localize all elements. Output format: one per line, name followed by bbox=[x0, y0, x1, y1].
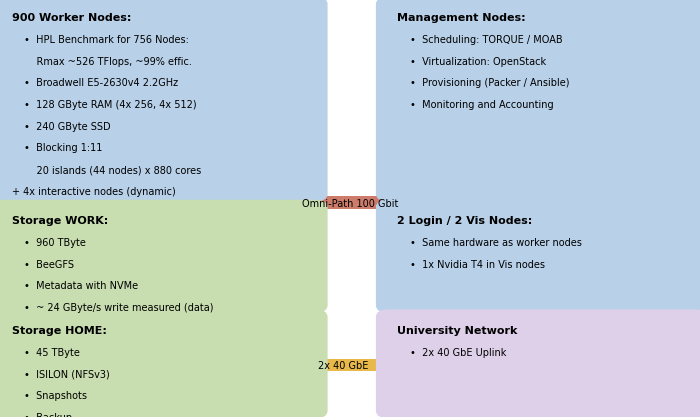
FancyBboxPatch shape bbox=[529, 209, 547, 371]
FancyBboxPatch shape bbox=[146, 359, 547, 371]
Text: •  Backup: • Backup bbox=[25, 413, 73, 417]
Text: •  Blocking 1:11: • Blocking 1:11 bbox=[25, 143, 103, 153]
Text: •  240 GByte SSD: • 240 GByte SSD bbox=[25, 122, 111, 132]
Text: University Network: University Network bbox=[397, 326, 517, 336]
Text: •  Broadwell E5-2630v4 2.2GHz: • Broadwell E5-2630v4 2.2GHz bbox=[25, 78, 178, 88]
FancyBboxPatch shape bbox=[0, 0, 328, 201]
Text: •  2x 40 GbE Uplink: • 2x 40 GbE Uplink bbox=[410, 348, 506, 358]
Text: •  Provisioning (Packer / Ansible): • Provisioning (Packer / Ansible) bbox=[410, 78, 569, 88]
Text: •  128 GByte RAM (4x 256, 4x 512): • 128 GByte RAM (4x 256, 4x 512) bbox=[25, 100, 197, 110]
Text: •  HPL Benchmark for 756 Nodes:: • HPL Benchmark for 756 Nodes: bbox=[25, 35, 190, 45]
FancyBboxPatch shape bbox=[0, 200, 328, 313]
Text: 20 islands (44 nodes) x 880 cores: 20 islands (44 nodes) x 880 cores bbox=[25, 165, 202, 175]
FancyBboxPatch shape bbox=[146, 196, 164, 209]
Text: •  ~ 24 GByte/s write measured (data): • ~ 24 GByte/s write measured (data) bbox=[25, 303, 214, 313]
FancyBboxPatch shape bbox=[376, 200, 700, 313]
Text: •  1x Nvidia T4 in Vis nodes: • 1x Nvidia T4 in Vis nodes bbox=[410, 260, 545, 270]
Text: Storage WORK:: Storage WORK: bbox=[12, 216, 108, 226]
Text: •  BeeGFS: • BeeGFS bbox=[25, 260, 74, 270]
Text: Management Nodes:: Management Nodes: bbox=[397, 13, 526, 23]
FancyBboxPatch shape bbox=[529, 196, 547, 209]
FancyBboxPatch shape bbox=[376, 309, 700, 417]
Text: •  Metadata with NVMe: • Metadata with NVMe bbox=[25, 281, 139, 291]
Text: Omni-Path 100 Gbit: Omni-Path 100 Gbit bbox=[302, 199, 398, 209]
Text: •  Scheduling: TORQUE / MOAB: • Scheduling: TORQUE / MOAB bbox=[410, 35, 562, 45]
Text: Rmax ~526 TFlops, ~99% effic.: Rmax ~526 TFlops, ~99% effic. bbox=[25, 57, 192, 67]
Text: •  Monitoring and Accounting: • Monitoring and Accounting bbox=[410, 100, 553, 110]
Text: Storage HOME:: Storage HOME: bbox=[12, 326, 107, 336]
FancyBboxPatch shape bbox=[146, 209, 164, 371]
Text: •  Same hardware as worker nodes: • Same hardware as worker nodes bbox=[410, 238, 582, 248]
Text: 900 Worker Nodes:: 900 Worker Nodes: bbox=[12, 13, 132, 23]
Text: •  Virtualization: OpenStack: • Virtualization: OpenStack bbox=[410, 57, 545, 67]
Text: •  Snapshots: • Snapshots bbox=[25, 391, 88, 401]
Text: •  ISILON (NFSv3): • ISILON (NFSv3) bbox=[25, 369, 111, 379]
Text: + 4x interactive nodes (dynamic): + 4x interactive nodes (dynamic) bbox=[12, 187, 176, 197]
Text: 2x 40 GbE: 2x 40 GbE bbox=[318, 361, 368, 371]
FancyBboxPatch shape bbox=[0, 309, 328, 417]
Text: •  45 TByte: • 45 TByte bbox=[25, 348, 80, 358]
FancyBboxPatch shape bbox=[4, 196, 696, 209]
Text: •  960 TByte: • 960 TByte bbox=[25, 238, 86, 248]
FancyBboxPatch shape bbox=[376, 0, 700, 201]
Text: 2 Login / 2 Vis Nodes:: 2 Login / 2 Vis Nodes: bbox=[397, 216, 532, 226]
